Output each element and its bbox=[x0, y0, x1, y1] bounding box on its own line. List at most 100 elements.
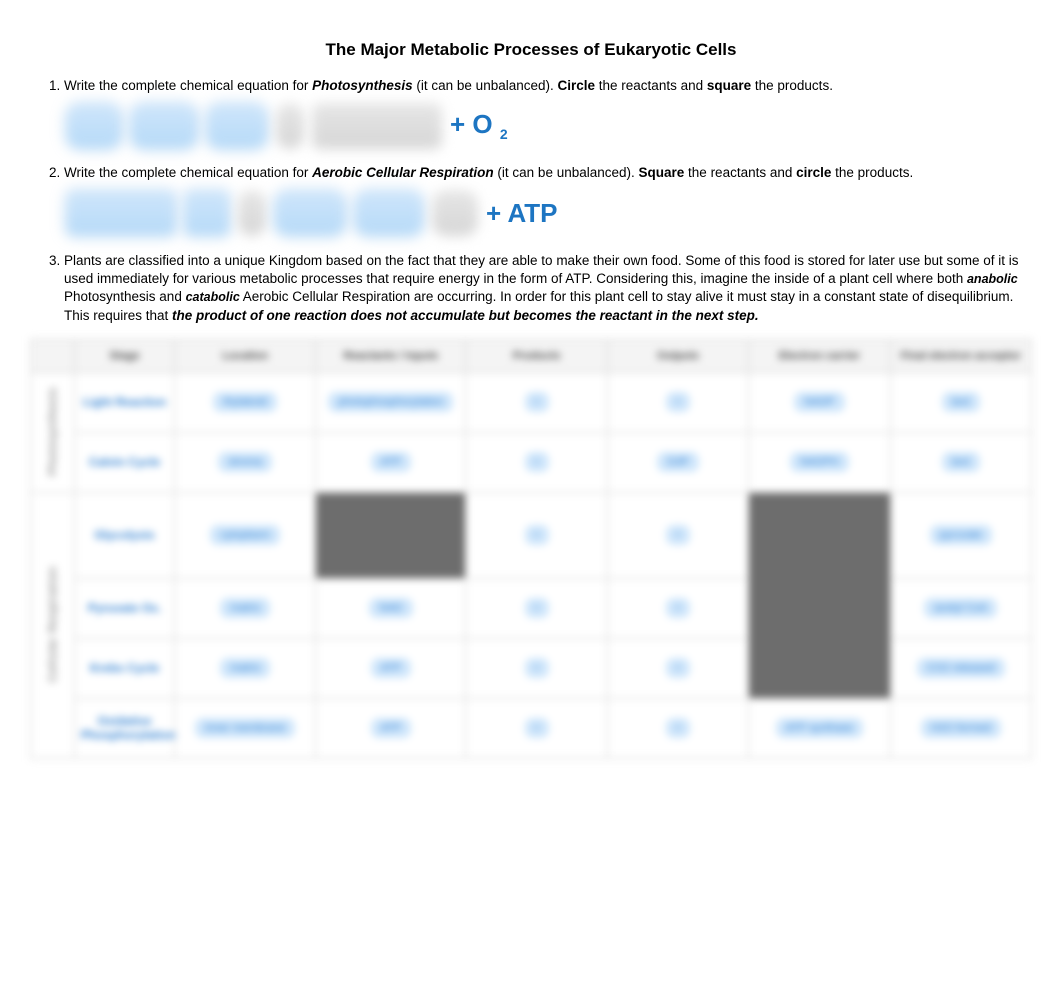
eq1-arrow bbox=[276, 103, 304, 149]
cell: • bbox=[466, 638, 607, 698]
cell-text: • bbox=[525, 718, 549, 738]
metabolism-table: Stage Location Reactants / Inputs Produc… bbox=[30, 339, 1032, 759]
cell-text: • bbox=[666, 658, 690, 678]
th-3: Reactants / Inputs bbox=[316, 339, 466, 372]
th-5: Outputs bbox=[607, 339, 748, 372]
cell-text: • bbox=[525, 392, 549, 412]
eq1-sub: 2 bbox=[500, 127, 508, 143]
q3-anabolic: anabolic bbox=[967, 272, 1018, 286]
equation-2: + ATP bbox=[64, 190, 1032, 236]
cell: • bbox=[466, 578, 607, 638]
q1-post: the products. bbox=[751, 78, 833, 93]
eq1-tail: + O 2 bbox=[450, 109, 508, 142]
q2-mid2: the reactants and bbox=[684, 165, 796, 180]
cell-text: matrix bbox=[220, 658, 270, 678]
table-row: Photosynthesis Light Reaction thylakoid … bbox=[31, 372, 1032, 432]
cell-text: ATP synthase bbox=[776, 718, 863, 738]
q1-mid1: (it can be unbalanced). bbox=[413, 78, 558, 93]
question-2: Write the complete chemical equation for… bbox=[64, 165, 1032, 236]
table-row: Oxidative Phosphorylation inner membrane… bbox=[31, 698, 1032, 758]
question-1: Write the complete chemical equation for… bbox=[64, 78, 1032, 149]
cell: • bbox=[607, 638, 748, 698]
eq1-tail-text: + O bbox=[450, 109, 493, 139]
cell: • bbox=[466, 372, 607, 432]
q3-l2: Photosynthesis and bbox=[64, 289, 186, 304]
cell: ATP bbox=[316, 638, 466, 698]
cell-text: H2O formed bbox=[921, 718, 1001, 738]
cell-text: • bbox=[666, 598, 690, 618]
q3-l1: Plants are classified into a unique King… bbox=[64, 253, 1019, 286]
cell: G3P bbox=[607, 432, 748, 492]
cell: matrix bbox=[175, 638, 316, 698]
cell-text: CO2 released bbox=[917, 658, 1005, 678]
cell-text: stroma bbox=[218, 452, 272, 472]
cell-text: matrix bbox=[220, 598, 270, 618]
q1-pre: Write the complete chemical equation for bbox=[64, 78, 312, 93]
q1-term: Photosynthesis bbox=[312, 78, 413, 93]
q1-square: square bbox=[707, 78, 751, 93]
equation-1: + O 2 bbox=[64, 103, 1032, 149]
q3-answer: the product of one reaction does not acc… bbox=[172, 308, 759, 323]
cell-text: • bbox=[525, 658, 549, 678]
th-1: Stage bbox=[75, 339, 175, 372]
cell: • bbox=[607, 492, 748, 578]
side1-label: Photosynthesis bbox=[47, 387, 59, 476]
eq2-chip-3 bbox=[274, 190, 346, 236]
cell-text: ATP bbox=[371, 452, 412, 472]
q1-circle: Circle bbox=[558, 78, 596, 93]
stage-1: Calvin Cycle bbox=[75, 432, 175, 492]
q2-circle: circle bbox=[796, 165, 831, 180]
side2-label: Cellular Respiration bbox=[47, 566, 59, 682]
cell: H2O formed bbox=[890, 698, 1031, 758]
eq1-chip-4 bbox=[312, 103, 442, 149]
cell: text bbox=[890, 372, 1031, 432]
q1-mid2: the reactants and bbox=[595, 78, 707, 93]
question-list: Write the complete chemical equation for… bbox=[30, 78, 1032, 325]
eq2-tail: + ATP bbox=[486, 198, 558, 229]
th-4: Products bbox=[466, 339, 607, 372]
stage-3: Pyruvate Ox. bbox=[75, 578, 175, 638]
cell: • bbox=[466, 698, 607, 758]
cell-text: • bbox=[525, 452, 549, 472]
cell: text bbox=[890, 432, 1031, 492]
cell-text: thylakoid bbox=[213, 392, 276, 412]
cell: pyruvate bbox=[890, 492, 1031, 578]
cell-text: text bbox=[942, 392, 980, 412]
question-3: Plants are classified into a unique King… bbox=[64, 252, 1032, 325]
cell-text: • bbox=[666, 718, 690, 738]
cell: • bbox=[607, 578, 748, 638]
cell-text: acetyl CoA bbox=[924, 598, 997, 618]
q3-catabolic: catabolic bbox=[186, 290, 240, 304]
cell: ATP synthase bbox=[749, 698, 890, 758]
cell-text: • bbox=[525, 525, 549, 545]
cell: NAD bbox=[316, 578, 466, 638]
q2-mid1: (it can be unbalanced). bbox=[494, 165, 639, 180]
eq2-chip-5 bbox=[432, 190, 478, 236]
eq1-chip-3 bbox=[206, 103, 268, 149]
stage-4: Krebs Cycle bbox=[75, 638, 175, 698]
table-row: Cellular Respiration Glycolysis cytoplas… bbox=[31, 492, 1032, 578]
eq2-chip-1 bbox=[66, 190, 176, 236]
q2-post: the products. bbox=[831, 165, 913, 180]
cell: NADP bbox=[749, 372, 890, 432]
side-respiration: Cellular Respiration bbox=[31, 492, 75, 758]
th-0 bbox=[31, 339, 75, 372]
eq2-chip-4 bbox=[354, 190, 424, 236]
cell-text: pyruvate bbox=[930, 525, 992, 545]
cell-text: NADP bbox=[794, 392, 845, 412]
table-header-row: Stage Location Reactants / Inputs Produc… bbox=[31, 339, 1032, 372]
cell-dark bbox=[316, 492, 466, 578]
cell-dark bbox=[749, 492, 890, 698]
cell: • bbox=[607, 698, 748, 758]
cell-text: ATP bbox=[371, 718, 412, 738]
cell-text: inner membrane bbox=[195, 718, 295, 738]
eq1-chip-2 bbox=[130, 103, 198, 149]
cell-text: • bbox=[666, 392, 690, 412]
cell-text: NAD bbox=[369, 598, 412, 618]
cell: stroma bbox=[175, 432, 316, 492]
q2-square: Square bbox=[639, 165, 685, 180]
eq1-chip-1 bbox=[66, 103, 122, 149]
cell-text: NADPH bbox=[790, 452, 849, 472]
cell-text: photophosphorylation bbox=[328, 392, 453, 412]
cell-text: • bbox=[666, 525, 690, 545]
